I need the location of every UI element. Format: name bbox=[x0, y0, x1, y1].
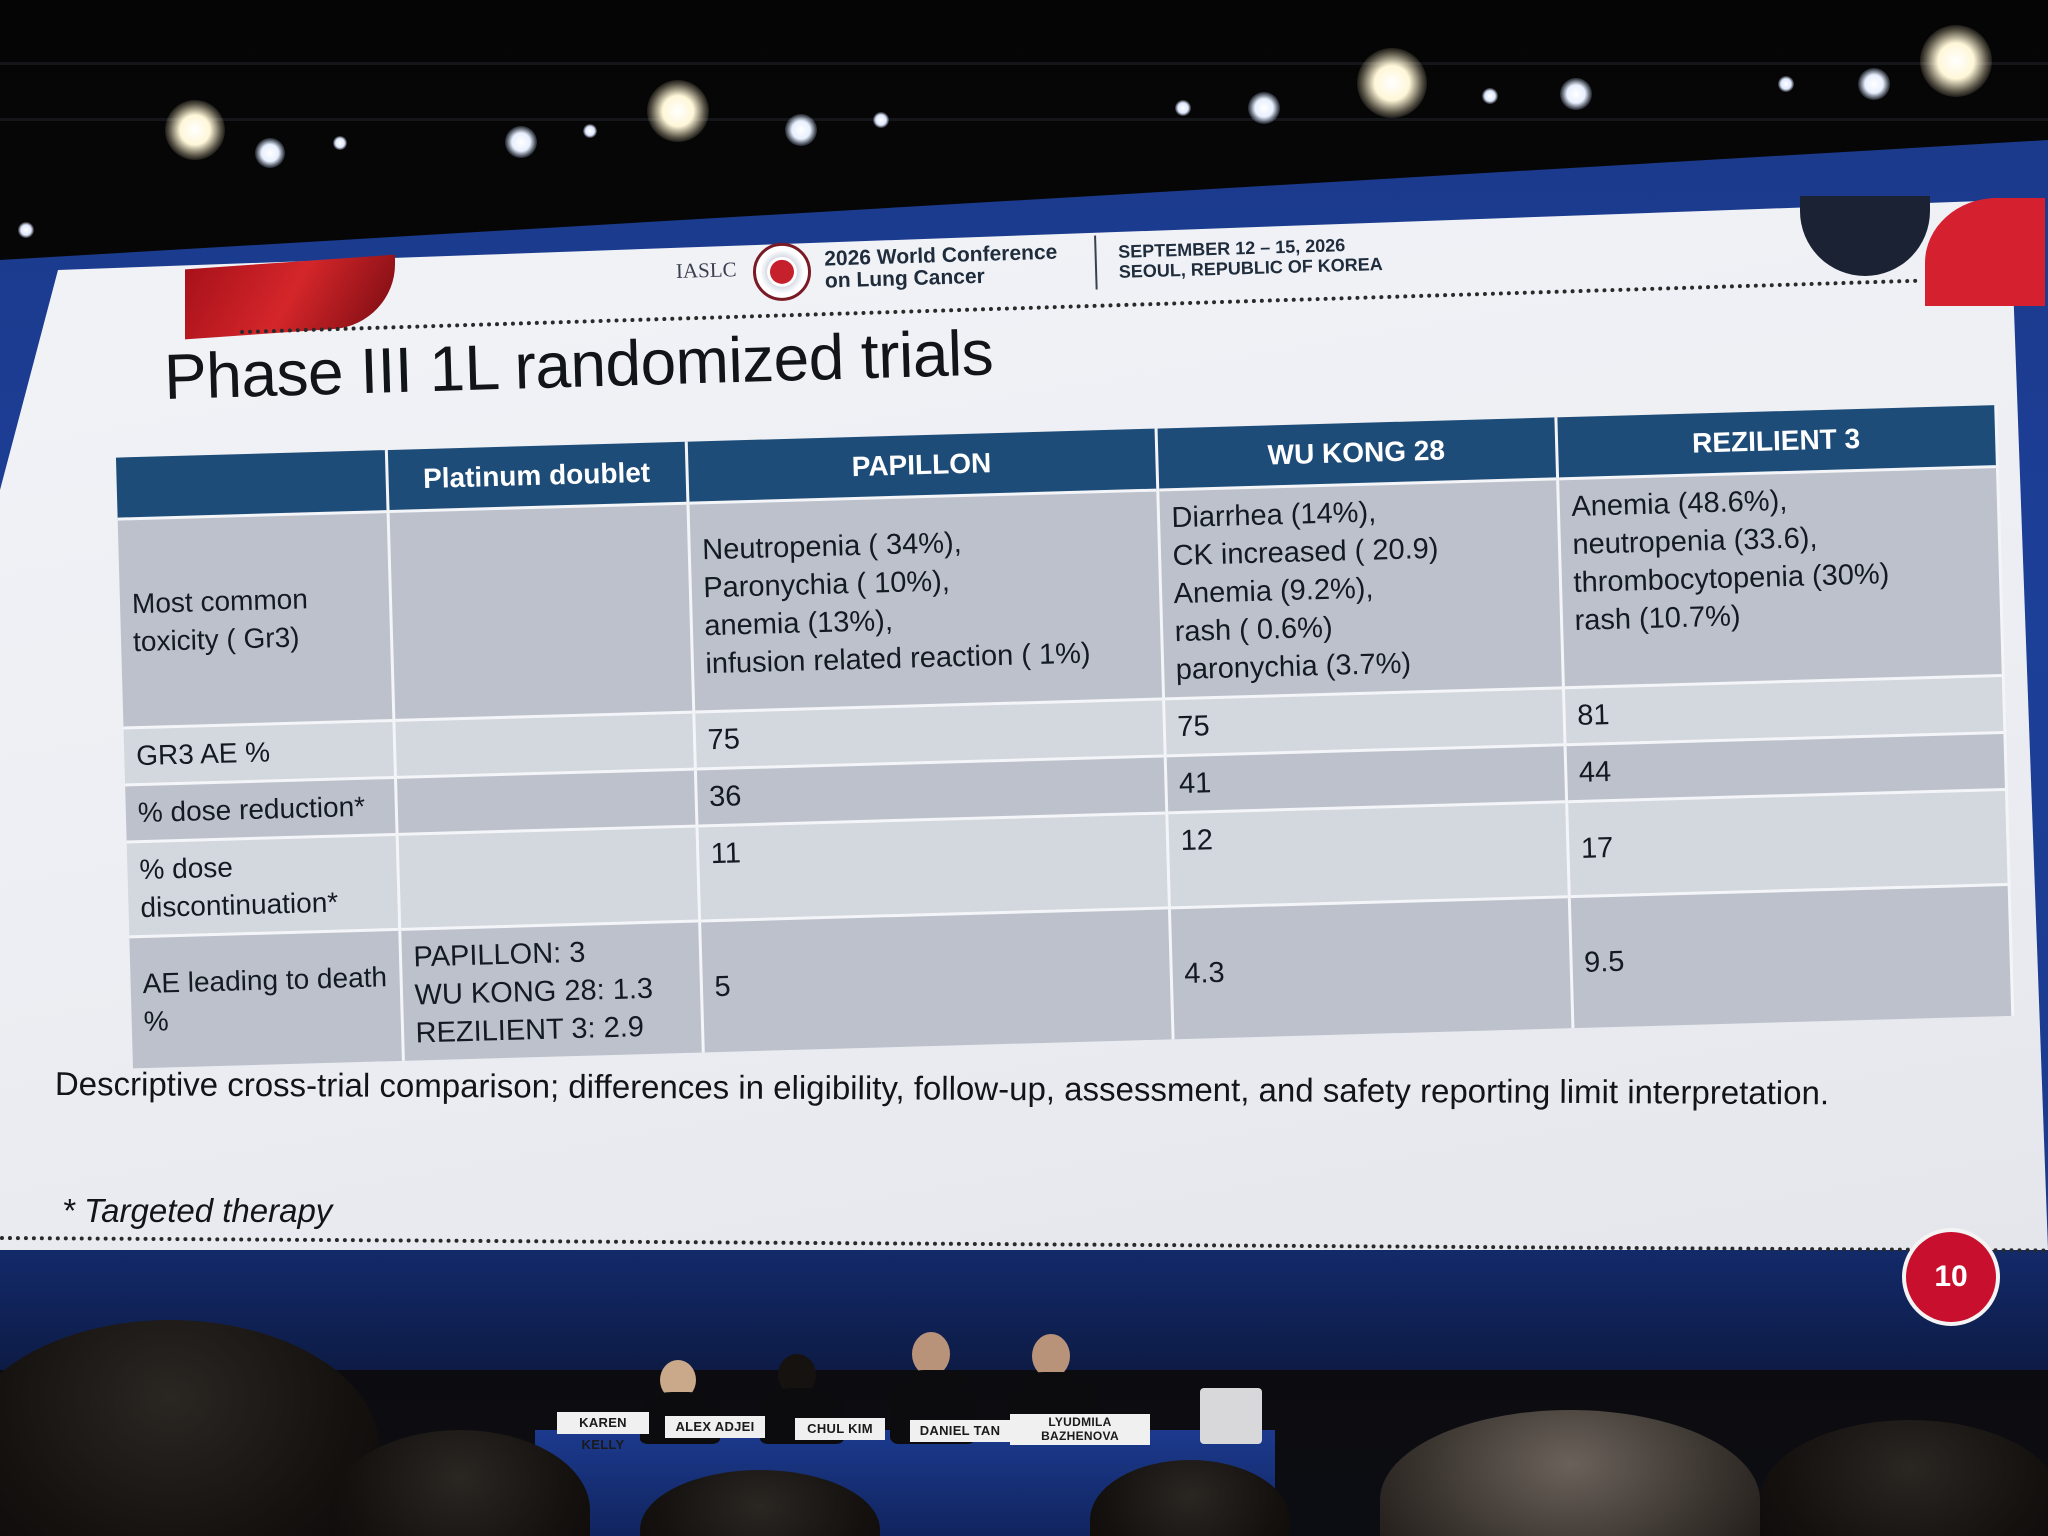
trial-comparison-table: Platinum doublet PAPILLON WU KONG 28 REZ… bbox=[30, 369, 2048, 1069]
cell-papillon-ae-death: 5 bbox=[699, 907, 1173, 1053]
stage-monitor bbox=[1200, 1388, 1262, 1444]
audience-head bbox=[1380, 1410, 1760, 1536]
small-light-icon bbox=[333, 136, 347, 150]
small-light-icon bbox=[18, 222, 34, 238]
row-label-dose-discontinuation: % dose discontinuation* bbox=[126, 834, 400, 937]
header-cell-empty bbox=[115, 450, 388, 520]
cell-papillon-dose-discontinuation: 11 bbox=[696, 812, 1169, 922]
cell-rezilient-ae-death: 9.5 bbox=[1568, 884, 2013, 1029]
small-light-icon bbox=[1175, 100, 1191, 116]
header-separator bbox=[1093, 235, 1098, 290]
nameplate: ALEX ADJEI bbox=[665, 1416, 765, 1438]
panelist-head bbox=[912, 1332, 950, 1376]
cell-platinum-dose-discontinuation bbox=[396, 826, 700, 930]
row-label-toxicity: Most common toxicity ( Gr3) bbox=[117, 511, 394, 729]
cell-wukong-dose-discontinuation: 12 bbox=[1166, 801, 1569, 908]
audience-head bbox=[0, 1320, 380, 1536]
spot-light-icon bbox=[1560, 78, 1592, 110]
cell-platinum-dose-reduction bbox=[394, 769, 697, 835]
spot-light-icon bbox=[255, 138, 285, 168]
conference-title-line2: on Lung Cancer bbox=[824, 264, 986, 293]
led-screen-lower bbox=[0, 1250, 2048, 1370]
cell-rezilient-dose-discontinuation: 17 bbox=[1566, 789, 2009, 897]
stage-light-icon bbox=[1357, 48, 1427, 118]
conference-seal-icon bbox=[751, 242, 812, 302]
cell-wukong-toxicity: Diarrhea (14%), CK increased ( 20.9) Ane… bbox=[1157, 478, 1563, 699]
cell-papillon-toxicity: Neutropenia ( 34%), Paronychia ( 10%), a… bbox=[687, 490, 1164, 713]
nameplate: DANIEL TAN bbox=[910, 1420, 1010, 1442]
nameplate: LYUDMILA BAZHENOVA bbox=[1010, 1414, 1150, 1445]
small-light-icon bbox=[1482, 88, 1498, 104]
spot-light-icon bbox=[505, 126, 537, 158]
footnote: * Targeted therapy bbox=[62, 1192, 333, 1229]
stage-light-icon bbox=[165, 100, 225, 160]
cell-platinum-toxicity bbox=[387, 503, 694, 721]
ceiling-truss bbox=[0, 62, 2048, 65]
row-label-gr3-ae: GR3 AE % bbox=[123, 720, 395, 785]
panelist-head bbox=[1032, 1334, 1070, 1378]
cell-rezilient-toxicity: Anemia (48.6%), neutropenia (33.6), thro… bbox=[1557, 466, 2003, 688]
nameplate: CHUL KIM bbox=[795, 1418, 885, 1440]
spot-light-icon bbox=[1858, 68, 1890, 100]
row-label-ae-death: AE leading to death % bbox=[129, 929, 403, 1069]
conference-title: 2026 World Conference on Lung Cancer bbox=[824, 241, 1095, 293]
death-rate-line: WU KONG 28: 1.3 bbox=[414, 972, 654, 1012]
header-cell-platinum: Platinum doublet bbox=[385, 441, 688, 512]
death-rate-line: REZILIENT 3: 2.9 bbox=[415, 1011, 645, 1050]
comparison-table: Platinum doublet PAPILLON WU KONG 28 REZ… bbox=[115, 405, 2014, 1069]
stage-light-icon bbox=[647, 80, 709, 142]
small-light-icon bbox=[1778, 76, 1794, 92]
nameplate: KAREN KELLY bbox=[557, 1412, 649, 1452]
cell-platinum-gr3-ae bbox=[393, 712, 695, 778]
ceiling-truss bbox=[0, 118, 2048, 121]
iaslc-logo: IASLC bbox=[675, 256, 737, 283]
spot-light-icon bbox=[785, 114, 817, 146]
header-cell-wukong: WU KONG 28 bbox=[1155, 417, 1558, 491]
small-light-icon bbox=[583, 124, 597, 138]
stage-light-icon bbox=[1920, 25, 1992, 97]
cell-platinum-ae-death: PAPILLON: 3 WU KONG 28: 1.3 REZILIENT 3:… bbox=[399, 921, 703, 1061]
audience-head bbox=[1760, 1420, 2048, 1536]
small-light-icon bbox=[873, 112, 889, 128]
cell-wukong-ae-death: 4.3 bbox=[1168, 896, 1573, 1040]
slide-page-number: 10 bbox=[1906, 1232, 1996, 1322]
conference-date: SEPTEMBER 12 – 15, 2026 SEOUL, REPUBLIC … bbox=[1118, 234, 1383, 282]
spot-light-icon bbox=[1248, 92, 1280, 124]
row-label-dose-reduction: % dose reduction* bbox=[125, 777, 397, 842]
